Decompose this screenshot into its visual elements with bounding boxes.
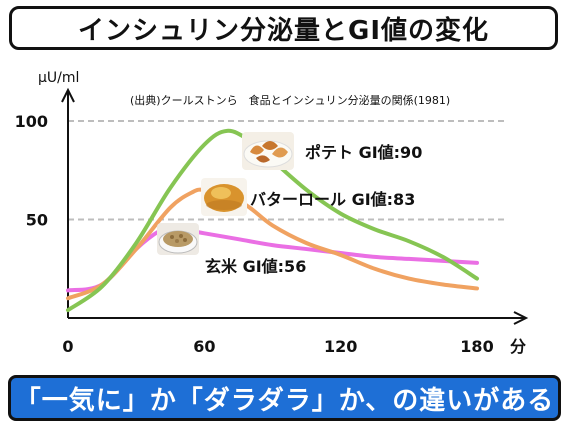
y-axis-label: μU/ml [38,70,79,86]
footer-box: 「一気に」か「ダラダラ」か、の違いがある [8,375,561,421]
x-tick-label-120: 120 [324,337,357,356]
labels: 0 60 120 180 100 50 分 μU/ml (出典)クールストンら 食品とインシュリ… [15,70,526,356]
x-axis-arrow [513,311,529,325]
chart-title: インシュリン分泌量とGI値の変化 [77,15,489,46]
series-label-1: バターロール GI値:83 [250,190,415,209]
series-line-1 [66,187,479,301]
y-tick-label-50: 50 [26,211,48,230]
potato-photo [242,132,294,170]
grid [68,120,508,221]
source-note: (出典)クールストンら 食品とインシュリン分泌量の関係(1981) [130,93,450,107]
footer-text: 「一気に」か「ダラダラ」か、の違いがある [14,385,555,416]
series-label-2: 玄米 GI値:56 [205,257,306,276]
x-tick-label-180: 180 [460,337,493,356]
y-axis-arrow [61,87,75,103]
x-unit-label: 分 [510,337,526,356]
x-tick-label-0: 0 [62,337,73,356]
axes [61,87,529,325]
brown-rice-photo [157,223,199,255]
y-tick-label-100: 100 [15,112,48,131]
butter-roll-photo [201,178,247,216]
x-tick-label-60: 60 [193,337,215,356]
title-box: インシュリン分泌量とGI値の変化 [9,6,558,50]
series-label-0: ポテト GI値:90 [305,143,422,162]
